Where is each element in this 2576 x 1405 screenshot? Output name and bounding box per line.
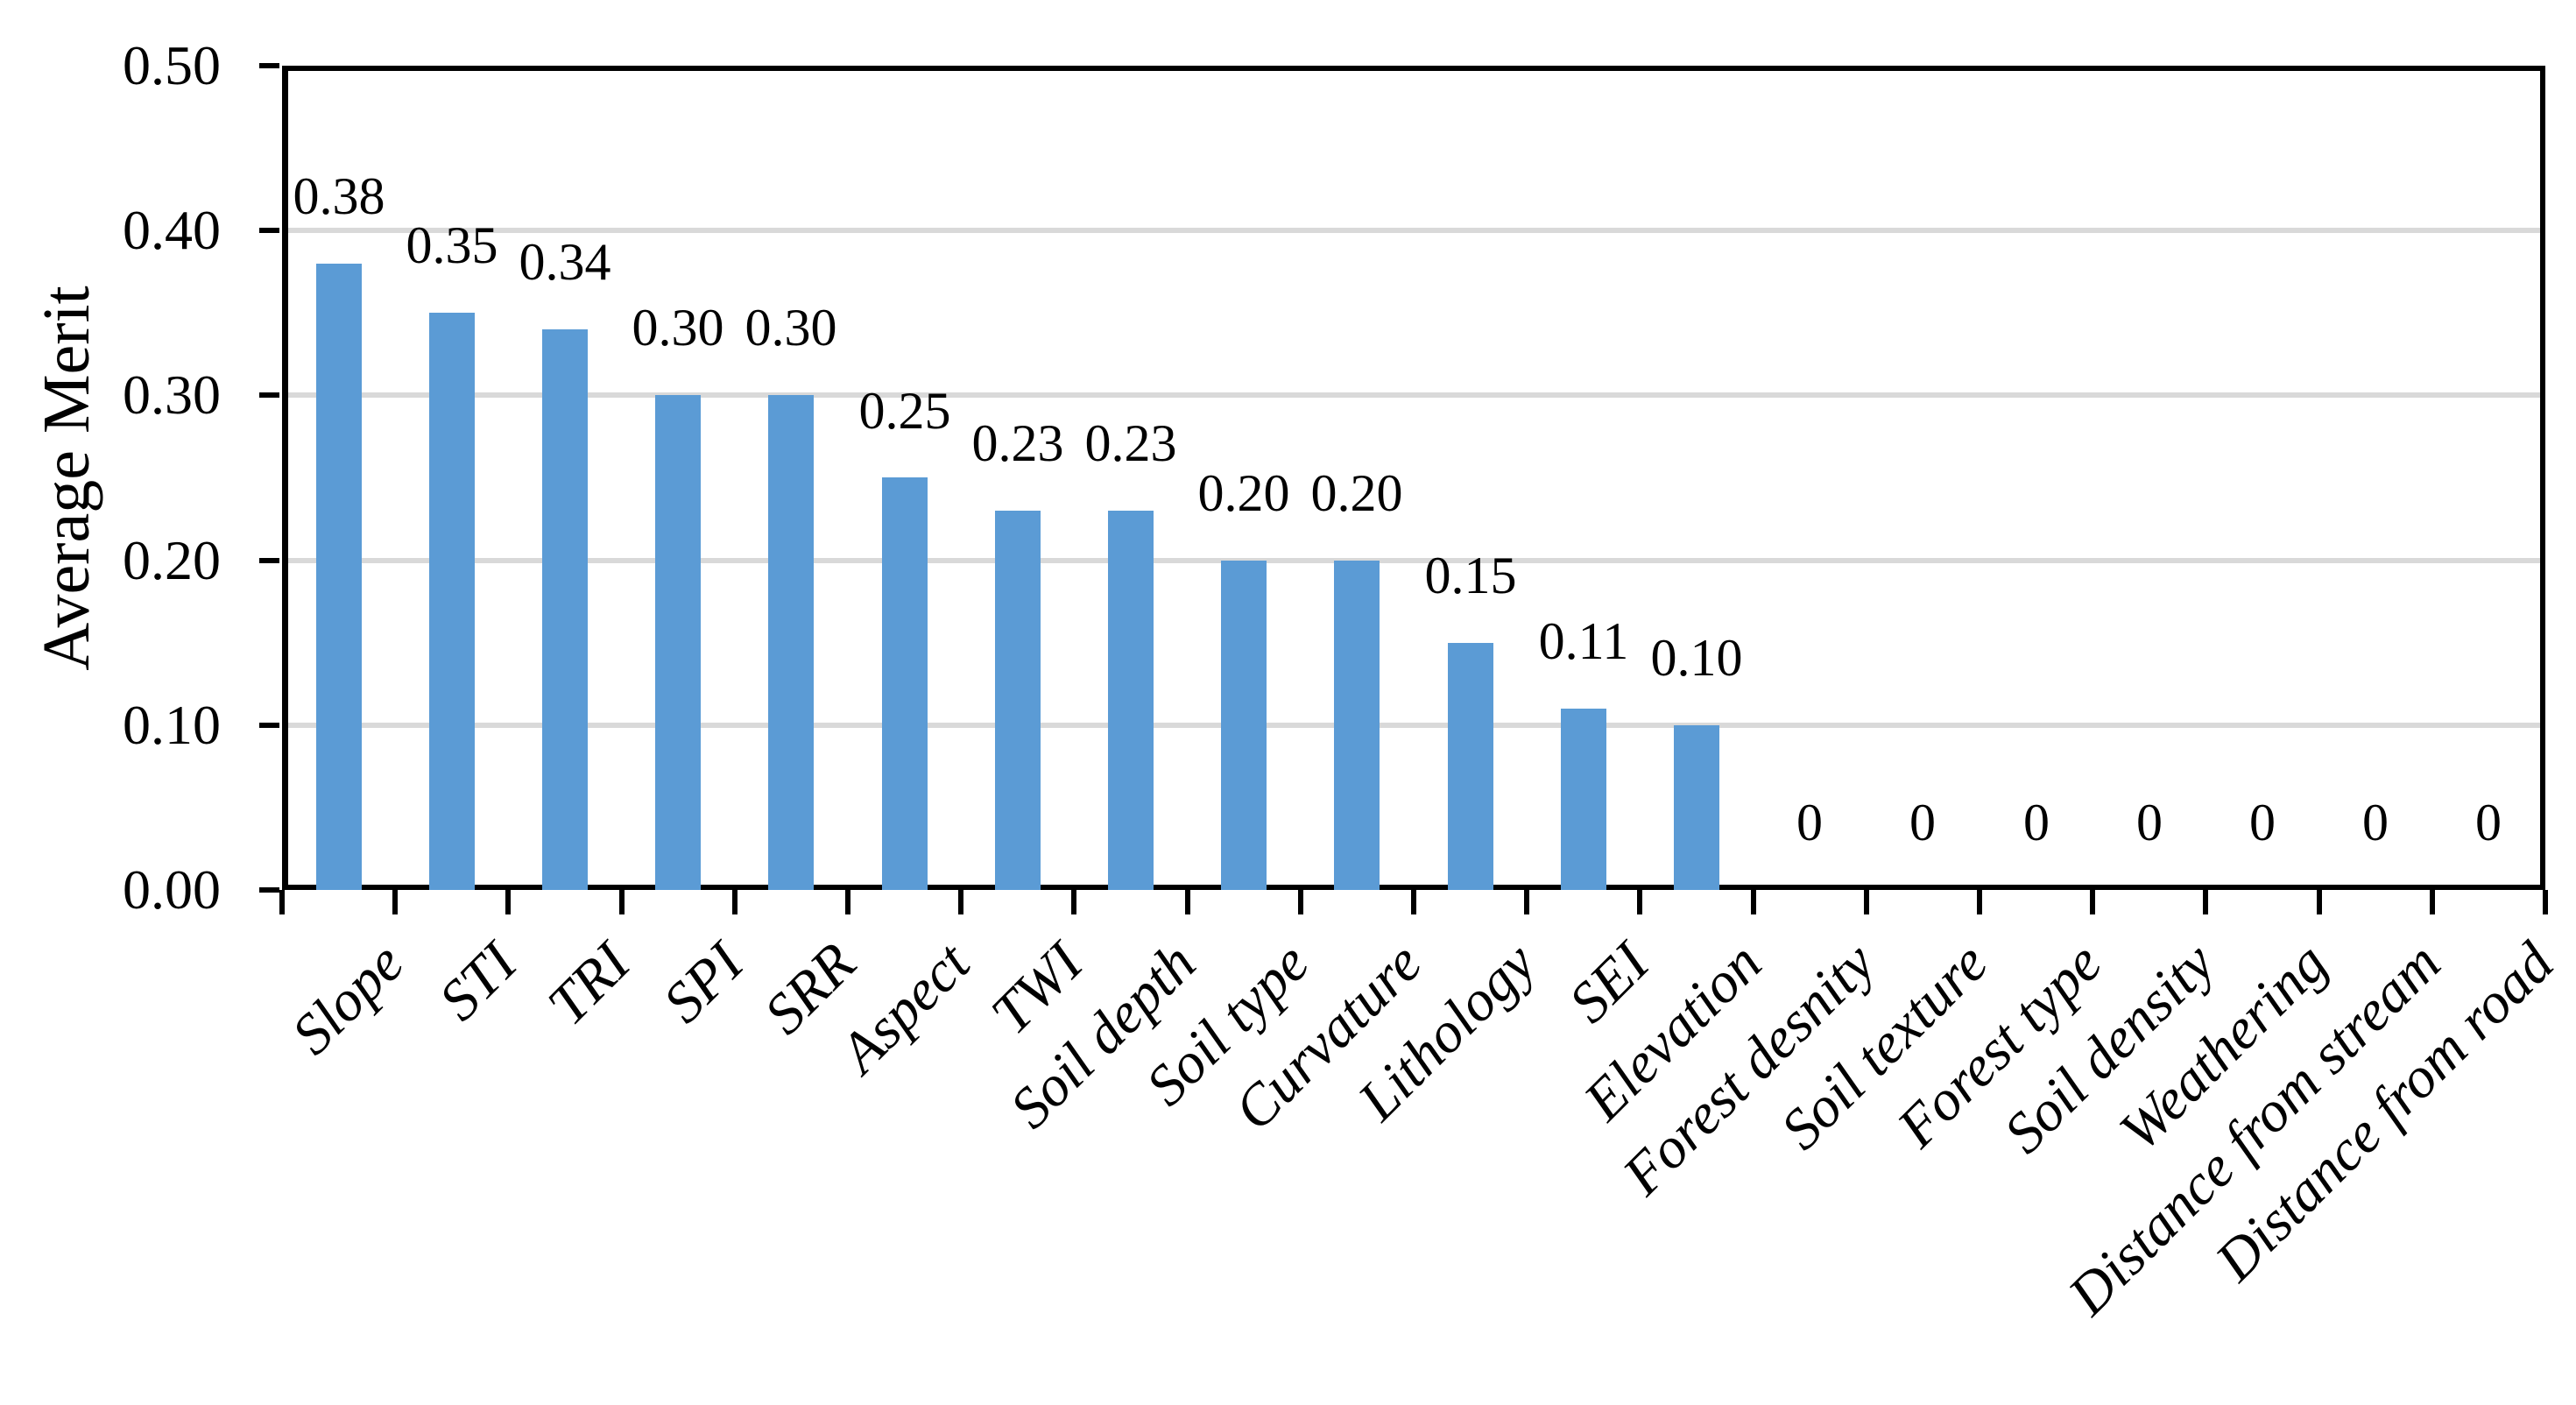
y-tick-label-0.30: 0.30 — [123, 364, 221, 426]
y-axis-title: Average Merit — [30, 286, 103, 671]
bar-aspect — [882, 477, 928, 890]
bar-lithology — [1448, 643, 1493, 890]
y-tick-0.50 — [259, 63, 279, 68]
y-tick-0.40 — [259, 228, 279, 233]
value-label-twi: 0.23 — [971, 414, 1064, 472]
value-label-soil-depth: 0.23 — [1084, 414, 1177, 472]
plot-area — [282, 66, 2545, 890]
x-tick-13 — [1751, 890, 1756, 914]
x-tick-19 — [2430, 890, 2435, 914]
bar-soil-depth — [1108, 511, 1154, 890]
x-tick-2 — [505, 890, 511, 914]
bar-soil-type — [1221, 561, 1267, 890]
y-tick-0.00 — [259, 887, 279, 893]
value-label-soil-type: 0.20 — [1197, 464, 1290, 522]
value-label-lithology: 0.15 — [1424, 547, 1517, 604]
value-label-elevation: 0.10 — [1650, 629, 1743, 687]
x-tick-16 — [2090, 890, 2095, 914]
x-tick-10 — [1411, 890, 1416, 914]
x-tick-12 — [1637, 890, 1642, 914]
x-tick-1 — [392, 890, 398, 914]
value-label-forest-type: 0 — [2023, 794, 2050, 851]
x-tick-4 — [732, 890, 738, 914]
bar-tri — [542, 329, 588, 890]
bar-twi — [995, 511, 1041, 890]
bar-sti — [429, 313, 475, 890]
value-label-soil-texture: 0 — [1909, 794, 1936, 851]
bar-curvature — [1334, 561, 1380, 890]
x-tick-17 — [2203, 890, 2208, 914]
value-label-forest-desnity: 0 — [1796, 794, 1823, 851]
bar-spi — [655, 395, 701, 890]
value-label-weathering: 0 — [2249, 794, 2276, 851]
gridline-0.20 — [288, 557, 2540, 563]
y-tick-0.10 — [259, 723, 279, 728]
y-tick-label-0.20: 0.20 — [123, 529, 221, 591]
x-tick-6 — [958, 890, 963, 914]
x-tick-14 — [1864, 890, 1869, 914]
y-tick-label-0.40: 0.40 — [123, 199, 221, 261]
value-label-aspect: 0.25 — [858, 382, 951, 440]
x-tick-18 — [2317, 890, 2322, 914]
x-tick-9 — [1298, 890, 1303, 914]
gridline-0.40 — [288, 228, 2540, 234]
x-tick-11 — [1524, 890, 1529, 914]
bar-elevation — [1674, 725, 1719, 890]
value-label-spi: 0.30 — [632, 299, 724, 357]
value-label-curvature: 0.20 — [1310, 464, 1403, 522]
x-label-spi: SPI — [651, 930, 756, 1035]
y-tick-label-0.00: 0.00 — [123, 858, 221, 921]
x-label-tri: TRI — [535, 930, 643, 1038]
value-label-tri: 0.34 — [519, 233, 611, 291]
x-tick-20 — [2543, 890, 2548, 914]
gridline-0.30 — [288, 392, 2540, 399]
x-label-slope: Slope — [279, 930, 417, 1067]
x-tick-7 — [1071, 890, 1076, 914]
y-tick-label-0.50: 0.50 — [123, 34, 221, 96]
gridline-0.10 — [288, 722, 2540, 728]
value-label-distance-from-stream: 0 — [2362, 794, 2389, 851]
x-tick-0 — [279, 890, 285, 914]
y-tick-0.30 — [259, 392, 279, 398]
x-tick-3 — [619, 890, 625, 914]
x-label-sti: STI — [427, 930, 530, 1034]
y-tick-label-0.10: 0.10 — [123, 694, 221, 756]
bar-srr — [768, 395, 814, 890]
x-label-aspect: Aspect — [828, 930, 983, 1085]
value-label-srr: 0.30 — [745, 299, 837, 357]
value-label-sti: 0.35 — [406, 216, 498, 274]
y-tick-0.20 — [259, 558, 279, 563]
bar-sei — [1561, 709, 1606, 890]
bar-slope — [316, 264, 362, 890]
value-label-sei: 0.11 — [1538, 612, 1629, 670]
x-tick-5 — [845, 890, 850, 914]
x-tick-8 — [1185, 890, 1190, 914]
value-label-distance-from-road: 0 — [2475, 794, 2502, 851]
value-label-soil-density: 0 — [2136, 794, 2163, 851]
x-tick-15 — [1977, 890, 1982, 914]
value-label-slope: 0.38 — [293, 167, 385, 225]
